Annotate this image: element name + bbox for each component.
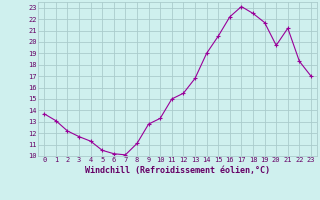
X-axis label: Windchill (Refroidissement éolien,°C): Windchill (Refroidissement éolien,°C) [85,166,270,175]
